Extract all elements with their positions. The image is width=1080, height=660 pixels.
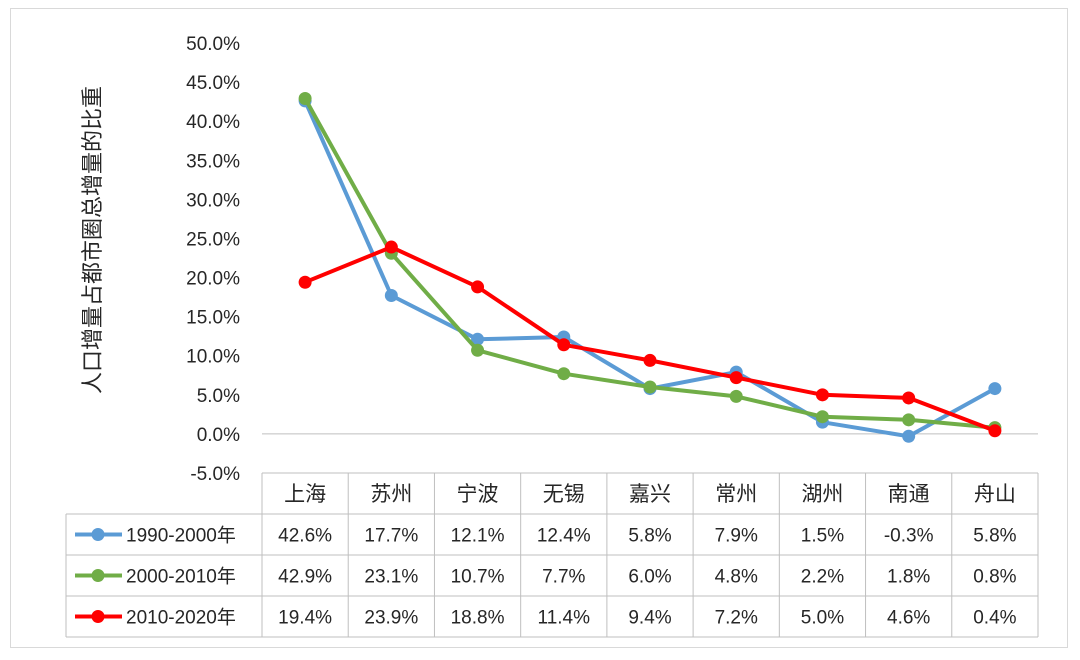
y-tick-label: 35.0% — [186, 151, 240, 172]
legend-label: 1990-2000年 — [126, 525, 236, 547]
y-tick-label: 40.0% — [186, 112, 240, 133]
y-tick-label: 0.0% — [197, 425, 240, 446]
table-cell: 42.9% — [278, 567, 332, 588]
legend-label: 2010-2020年 — [126, 607, 236, 629]
table-cell: 2.2% — [801, 567, 844, 588]
y-axis-title: 人口增量占都市圈总增量的比重 — [80, 86, 105, 394]
data-point — [729, 389, 743, 403]
data-point — [902, 391, 916, 405]
table-cell: 12.4% — [537, 526, 591, 547]
legend-marker — [91, 610, 105, 623]
data-point — [902, 429, 916, 443]
x-category-label: 宁波 — [457, 483, 499, 506]
table-cell: 5.8% — [973, 526, 1016, 547]
table-cell: 19.4% — [278, 608, 332, 629]
table-cell: 12.1% — [451, 526, 505, 547]
data-point — [298, 275, 312, 289]
table-cell: 7.9% — [715, 526, 758, 547]
y-tick-label: 30.0% — [186, 190, 240, 211]
table-cell: 11.4% — [538, 608, 591, 629]
legend-marker — [91, 569, 105, 582]
x-category-label: 湖州 — [801, 483, 843, 506]
x-category-label: 无锡 — [543, 483, 585, 506]
table-cell: 7.7% — [542, 567, 585, 588]
legend-label: 2000-2010年 — [126, 566, 236, 588]
x-category-label: 南通 — [888, 483, 930, 506]
table-cell: 18.8% — [451, 608, 505, 629]
series-line — [303, 97, 996, 430]
x-category-label: 舟山 — [974, 483, 1016, 506]
x-category-label: 苏州 — [370, 483, 412, 506]
table-cell: 7.2% — [715, 608, 758, 629]
legend-marker — [91, 528, 105, 541]
x-category-label: 上海 — [284, 483, 326, 506]
data-point — [643, 380, 657, 394]
data-point — [557, 338, 571, 352]
data-table: 上海 苏州 宁波 无锡 嘉兴 常州 湖州 南通 舟山 1990-2000年 42.6% 17.7% 12… — [65, 472, 1039, 638]
y-tick-label: 5.0% — [197, 386, 240, 407]
table-cell: 1.8% — [887, 567, 930, 588]
table-cell: 42.6% — [278, 526, 332, 547]
data-point — [988, 424, 1002, 438]
table-cell: 23.1% — [364, 567, 418, 588]
table-cell: 0.8% — [973, 567, 1016, 588]
data-point — [557, 367, 571, 381]
y-axis-ticks: -5.0% 0.0% 5.0% 10.0% 15.0% 20.0% 25.0% 30.0% 35… — [186, 34, 240, 485]
table-cell: 5.0% — [801, 608, 844, 629]
table-cell: 4.6% — [887, 608, 930, 629]
data-point — [471, 332, 485, 346]
y-tick-label: 10.0% — [186, 347, 240, 368]
data-point — [643, 353, 657, 367]
data-point — [471, 280, 485, 294]
table-cell: 10.7% — [451, 567, 505, 588]
data-point — [815, 410, 829, 424]
table-cell: 4.8% — [715, 567, 758, 588]
data-point — [815, 388, 829, 402]
data-point — [384, 240, 398, 254]
series-lines — [298, 92, 1002, 443]
table-cell: 0.4% — [973, 608, 1016, 629]
y-tick-label: 45.0% — [186, 73, 240, 94]
y-tick-label: 20.0% — [186, 269, 240, 290]
table-cell: 23.9% — [364, 608, 418, 629]
table-cell: 5.8% — [628, 526, 671, 547]
y-tick-label: -5.0% — [190, 464, 240, 485]
x-category-label: 常州 — [715, 483, 757, 506]
y-tick-label: 25.0% — [186, 229, 240, 250]
table-cell: -0.3% — [884, 526, 934, 547]
x-category-label: 嘉兴 — [629, 483, 671, 506]
table-cell: 6.0% — [628, 567, 671, 588]
data-point — [902, 413, 916, 427]
y-tick-label: 50.0% — [186, 34, 240, 55]
table-cell: 9.4% — [628, 608, 671, 629]
data-point — [988, 382, 1002, 396]
data-point — [729, 371, 743, 385]
data-point — [471, 343, 485, 357]
table-cell: 17.7% — [364, 526, 418, 547]
y-tick-label: 15.0% — [186, 308, 240, 329]
data-point — [298, 92, 312, 106]
table-cell: 1.5% — [801, 526, 844, 547]
data-point — [384, 289, 398, 303]
